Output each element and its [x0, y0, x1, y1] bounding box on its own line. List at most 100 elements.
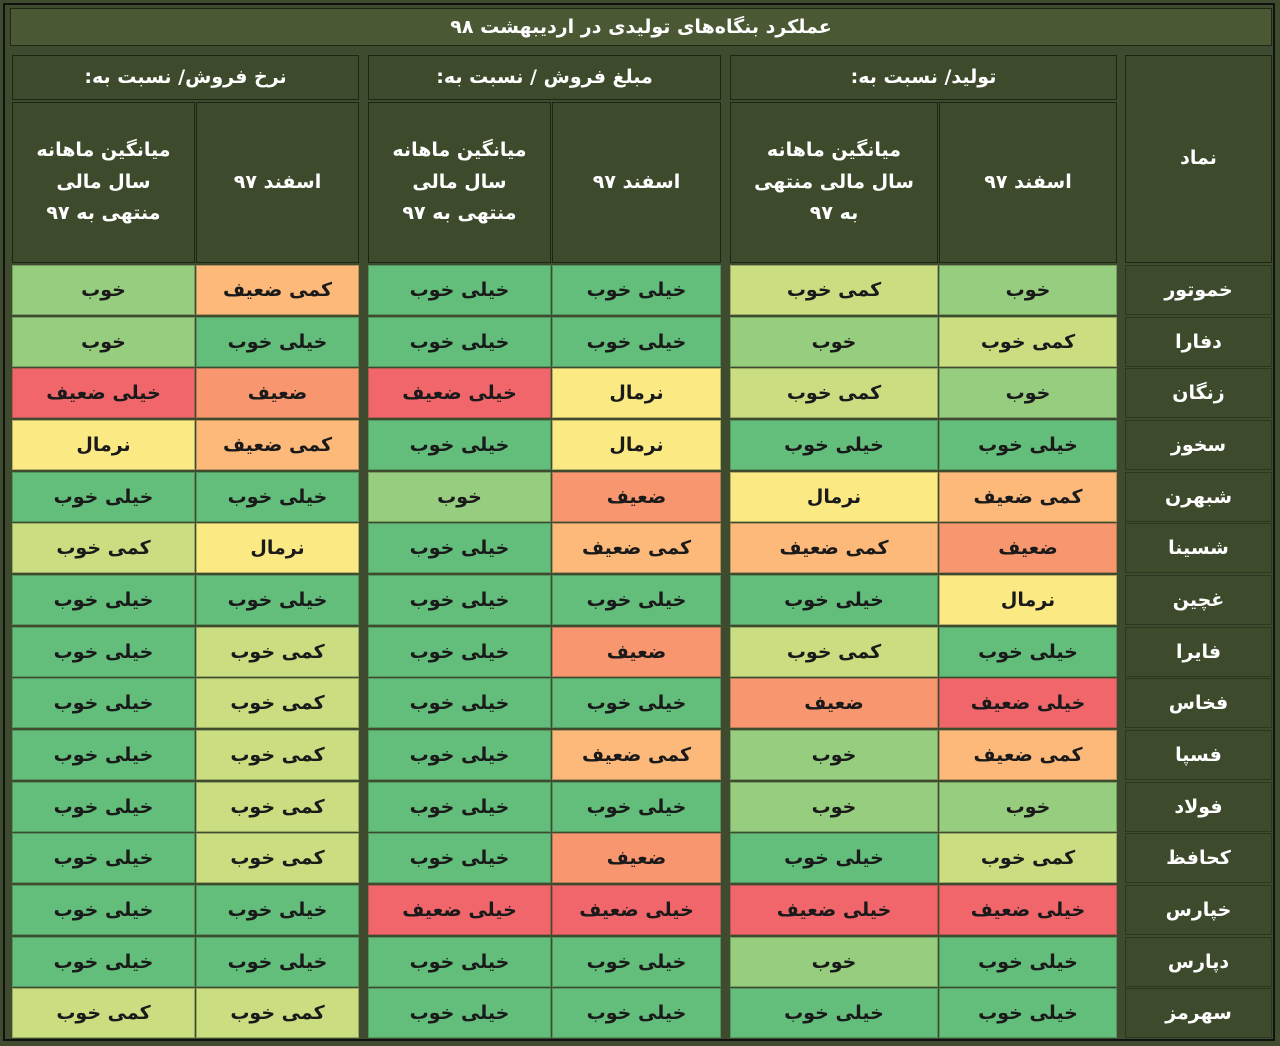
row-symbol: شسینا [1125, 523, 1272, 573]
table-cell: خیلی خوب [368, 730, 551, 780]
table-cell: کمی خوب [939, 317, 1117, 367]
table-cell: خیلی خوب [552, 678, 721, 728]
row-symbol: فایرا [1125, 627, 1272, 677]
table-title: عملکرد بنگاه‌های تولیدی در اردیبهشت ۹۸ [10, 8, 1272, 46]
table-cell: خیلی خوب [730, 575, 938, 625]
table-cell: خوب [368, 472, 551, 522]
table-cell: خیلی ضعیف [552, 885, 721, 935]
table-cell: نرمال [730, 472, 938, 522]
table-cell: خیلی خوب [939, 627, 1117, 677]
table-cell: کمی خوب [196, 678, 359, 728]
table-cell: خیلی خوب [12, 782, 195, 832]
table-cell: خیلی خوب [368, 523, 551, 573]
table-cell: خوب [730, 937, 938, 987]
table-cell: خیلی خوب [552, 937, 721, 987]
column-header: میانگین ماهانه سال مالی منتهی به ۹۷ [730, 102, 938, 263]
table-cell: خیلی خوب [368, 420, 551, 470]
table-cell: خیلی خوب [368, 937, 551, 987]
table-cell: نرمال [552, 368, 721, 418]
table-cell: خیلی خوب [368, 317, 551, 367]
row-symbol: سخوز [1125, 420, 1272, 470]
table-cell: خیلی خوب [12, 627, 195, 677]
table-cell: کمی خوب [196, 833, 359, 883]
table-cell: کمی ضعیف [939, 730, 1117, 780]
table-cell: خیلی خوب [552, 265, 721, 315]
table-cell: خیلی خوب [939, 988, 1117, 1038]
table-cell: ضعیف [196, 368, 359, 418]
table-cell: خیلی خوب [12, 885, 195, 935]
table-cell: کمی خوب [730, 265, 938, 315]
table-cell: خوب [12, 265, 195, 315]
row-symbol: فولاد [1125, 782, 1272, 832]
row-symbol: دفارا [1125, 317, 1272, 367]
group-header: تولید/ نسبت به: [730, 55, 1117, 100]
table-cell: خیلی ضعیف [939, 885, 1117, 935]
table-cell: خیلی خوب [368, 627, 551, 677]
table-cell: خیلی خوب [368, 575, 551, 625]
column-header: میانگین ماهانه سال مالی منتهی به ۹۷ [368, 102, 551, 263]
table-cell: خیلی خوب [12, 833, 195, 883]
table-cell: خیلی خوب [196, 575, 359, 625]
table-cell: کمی خوب [730, 627, 938, 677]
table-cell: کمی ضعیف [552, 523, 721, 573]
table-cell: خیلی ضعیف [730, 885, 938, 935]
row-symbol: غچین [1125, 575, 1272, 625]
table-cell: خیلی خوب [196, 937, 359, 987]
table-cell: کمی ضعیف [196, 420, 359, 470]
symbol-header: نماد [1125, 55, 1272, 263]
row-symbol: دپارس [1125, 937, 1272, 987]
column-header: اسفند ۹۷ [939, 102, 1117, 263]
row-symbol: خموتور [1125, 265, 1272, 315]
table-cell: ضعیف [552, 472, 721, 522]
table-cell: خیلی خوب [368, 988, 551, 1038]
table-cell: خیلی خوب [368, 782, 551, 832]
table-cell: خیلی خوب [552, 317, 721, 367]
table-cell: خیلی خوب [368, 833, 551, 883]
table-cell: خیلی خوب [12, 937, 195, 987]
table-cell: خیلی خوب [368, 678, 551, 728]
row-symbol: فخاس [1125, 678, 1272, 728]
table-cell: خیلی ضعیف [368, 368, 551, 418]
table-cell: نرمال [12, 420, 195, 470]
table-cell: خوب [12, 317, 195, 367]
table-cell: کمی خوب [12, 988, 195, 1038]
table-cell: خیلی خوب [368, 265, 551, 315]
row-symbol: فسپا [1125, 730, 1272, 780]
table-cell: خوب [730, 730, 938, 780]
table-cell: کمی ضعیف [939, 472, 1117, 522]
column-header: اسفند ۹۷ [196, 102, 359, 263]
table-cell: خیلی خوب [12, 730, 195, 780]
table-cell: کمی ضعیف [552, 730, 721, 780]
table-cell: ضعیف [939, 523, 1117, 573]
table-cell: خوب [939, 265, 1117, 315]
table-cell: خوب [939, 782, 1117, 832]
row-symbol: شبهرن [1125, 472, 1272, 522]
table-cell: خیلی خوب [12, 472, 195, 522]
table-cell: خیلی خوب [939, 937, 1117, 987]
table-cell: کمی خوب [939, 833, 1117, 883]
table-cell: خیلی خوب [196, 472, 359, 522]
table-cell: کمی خوب [730, 368, 938, 418]
table-cell: خوب [730, 317, 938, 367]
table-cell: کمی خوب [12, 523, 195, 573]
row-symbol: سهرمز [1125, 988, 1272, 1038]
table-cell: کمی خوب [196, 988, 359, 1038]
table-cell: خیلی ضعیف [368, 885, 551, 935]
table-cell: خیلی خوب [552, 988, 721, 1038]
table-cell: خیلی خوب [552, 782, 721, 832]
table-cell: خیلی ضعیف [12, 368, 195, 418]
table-cell: کمی خوب [196, 627, 359, 677]
table-cell: خیلی خوب [12, 575, 195, 625]
row-symbol: کحافظ [1125, 833, 1272, 883]
table-cell: خیلی خوب [730, 833, 938, 883]
table-cell: کمی ضعیف [196, 265, 359, 315]
table-cell: ضعیف [552, 627, 721, 677]
table-cell: ضعیف [552, 833, 721, 883]
table-cell: خوب [939, 368, 1117, 418]
table-cell: نرمال [939, 575, 1117, 625]
table-cell: نرمال [196, 523, 359, 573]
table-cell: خیلی خوب [730, 988, 938, 1038]
group-header: نرخ فروش/ نسبت به: [12, 55, 359, 100]
table-cell: خیلی خوب [12, 678, 195, 728]
table-cell: کمی ضعیف [730, 523, 938, 573]
